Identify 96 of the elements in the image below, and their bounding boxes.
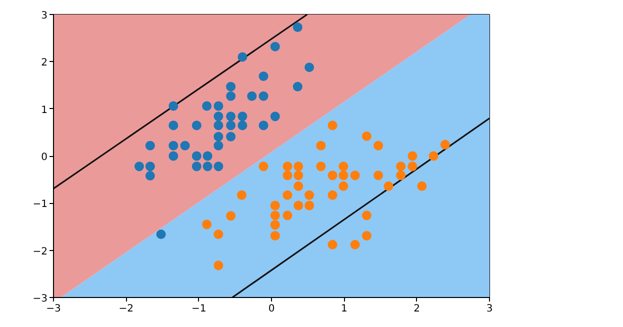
- point: [236, 190, 246, 200]
- point: [294, 200, 304, 210]
- point: [408, 151, 418, 161]
- point: [374, 140, 384, 150]
- point: [214, 140, 224, 150]
- point: [304, 200, 314, 210]
- point: [202, 101, 212, 111]
- y-tick-label: 0: [41, 152, 48, 163]
- point: [226, 112, 236, 122]
- point: [374, 170, 384, 180]
- point: [292, 22, 302, 32]
- point: [338, 170, 348, 180]
- point: [282, 190, 292, 200]
- point: [192, 162, 202, 172]
- point: [270, 200, 280, 210]
- point: [238, 112, 248, 122]
- point: [328, 240, 338, 250]
- y-tick-label: −1: [32, 199, 48, 210]
- point: [384, 181, 394, 191]
- point: [226, 91, 236, 101]
- point: [168, 101, 178, 111]
- point: [396, 162, 406, 172]
- point: [294, 162, 304, 172]
- point: [428, 151, 438, 161]
- point: [226, 211, 236, 221]
- x-tick-label: −1: [191, 304, 206, 314]
- point: [328, 190, 338, 200]
- point: [417, 181, 427, 191]
- point: [238, 120, 248, 130]
- x-tick-label: 3: [486, 304, 493, 314]
- point: [145, 162, 155, 172]
- point: [214, 132, 224, 142]
- point: [202, 151, 212, 161]
- point: [238, 52, 248, 62]
- point: [226, 82, 236, 92]
- y-tick-label: 3: [41, 10, 48, 22]
- y-tick-label: 2: [41, 58, 48, 69]
- x-tick-label: 1: [340, 304, 348, 314]
- x-tick-label: 2: [414, 304, 420, 314]
- point: [270, 42, 280, 52]
- point: [270, 230, 280, 240]
- point: [214, 120, 224, 130]
- point: [214, 260, 224, 270]
- point: [282, 162, 292, 172]
- point: [258, 162, 268, 172]
- point: [156, 230, 166, 240]
- point: [145, 140, 155, 150]
- point: [316, 162, 326, 172]
- x-tick-label: −2: [118, 304, 134, 314]
- point: [294, 170, 304, 180]
- point: [304, 190, 314, 200]
- point: [350, 240, 360, 250]
- point: [214, 112, 224, 122]
- point: [350, 170, 360, 180]
- point: [192, 151, 202, 161]
- point: [362, 210, 372, 220]
- point: [270, 112, 280, 122]
- point: [247, 91, 257, 101]
- point: [316, 140, 326, 150]
- point: [226, 132, 236, 142]
- point: [294, 181, 304, 191]
- point: [168, 120, 178, 130]
- y-tick-label: −3: [32, 294, 48, 304]
- point: [145, 171, 155, 181]
- point: [338, 162, 348, 172]
- point: [168, 140, 178, 150]
- point: [258, 120, 268, 130]
- point: [180, 140, 190, 150]
- y-tick-label: −2: [32, 246, 48, 258]
- point: [282, 210, 292, 220]
- point: [304, 62, 314, 72]
- point: [338, 181, 348, 191]
- point: [440, 140, 450, 150]
- point: [282, 170, 292, 180]
- point: [328, 120, 338, 130]
- point: [328, 170, 338, 180]
- point: [168, 151, 178, 161]
- x-tick-label: 0: [268, 304, 275, 314]
- point: [202, 220, 212, 230]
- point: [214, 162, 224, 172]
- point: [214, 230, 224, 240]
- point: [226, 120, 236, 130]
- point: [214, 101, 224, 111]
- point: [292, 82, 302, 92]
- point: [362, 131, 372, 141]
- point: [270, 210, 280, 220]
- point: [362, 230, 372, 240]
- point: [134, 162, 144, 172]
- point: [396, 170, 406, 180]
- point: [202, 162, 212, 172]
- point: [270, 220, 280, 230]
- point: [258, 91, 268, 101]
- point: [408, 162, 418, 172]
- point: [258, 72, 268, 82]
- point: [192, 120, 202, 130]
- y-tick-label: 1: [41, 104, 48, 116]
